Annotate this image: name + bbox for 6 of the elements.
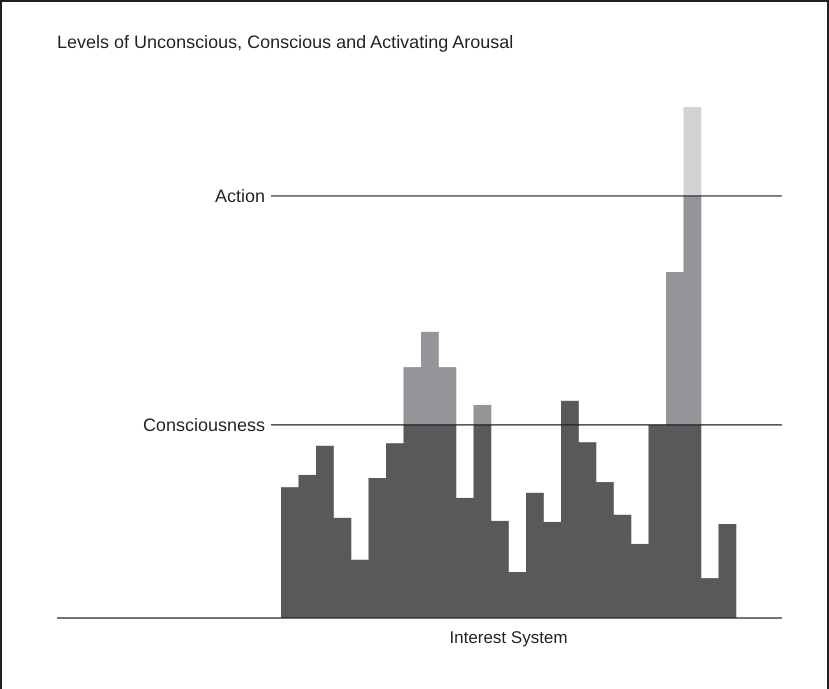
bar (474, 404, 492, 425)
ref-line-label: Action (214, 186, 265, 206)
chart-title: Levels of Unconscious, Conscious and Activating Arousal (57, 32, 514, 52)
ref-line-label: Consciousness (142, 414, 265, 435)
bar (684, 107, 702, 196)
x-axis-title: Interest System (449, 628, 568, 647)
